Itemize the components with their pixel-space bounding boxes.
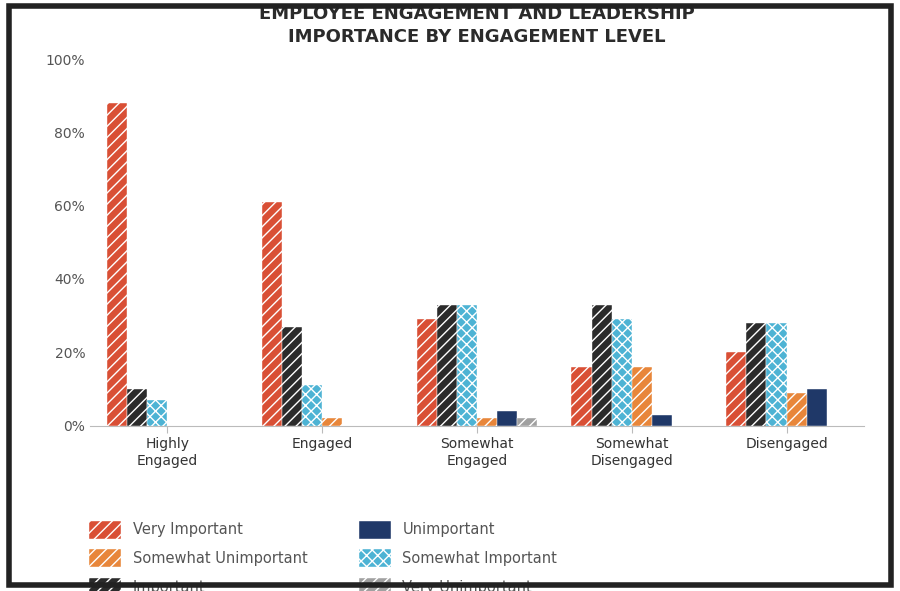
Bar (632, 367, 652, 426)
Bar (148, 400, 167, 426)
Bar (457, 304, 477, 426)
Bar (322, 418, 342, 426)
Bar (417, 319, 436, 426)
Bar (572, 367, 591, 426)
Bar (726, 352, 746, 426)
Bar (612, 319, 632, 426)
Bar (436, 304, 457, 426)
Legend: Very Important, Somewhat Unimportant, Important, Unimportant, Somewhat Important: Very Important, Somewhat Unimportant, Im… (82, 514, 564, 591)
Bar (497, 411, 518, 426)
Bar (302, 385, 322, 426)
Bar (767, 323, 787, 426)
Bar (127, 389, 148, 426)
Title: EMPLOYEE ENGAGEMENT AND LEADERSHIP
IMPORTANCE BY ENGAGEMENT LEVEL: EMPLOYEE ENGAGEMENT AND LEADERSHIP IMPOR… (259, 5, 695, 47)
Bar (107, 103, 127, 426)
Bar (477, 418, 497, 426)
Bar (282, 327, 302, 426)
Bar (787, 392, 806, 426)
Bar (262, 202, 282, 426)
Bar (591, 304, 612, 426)
Bar (746, 323, 767, 426)
Bar (806, 389, 827, 426)
Bar (518, 418, 537, 426)
Bar (652, 414, 672, 426)
